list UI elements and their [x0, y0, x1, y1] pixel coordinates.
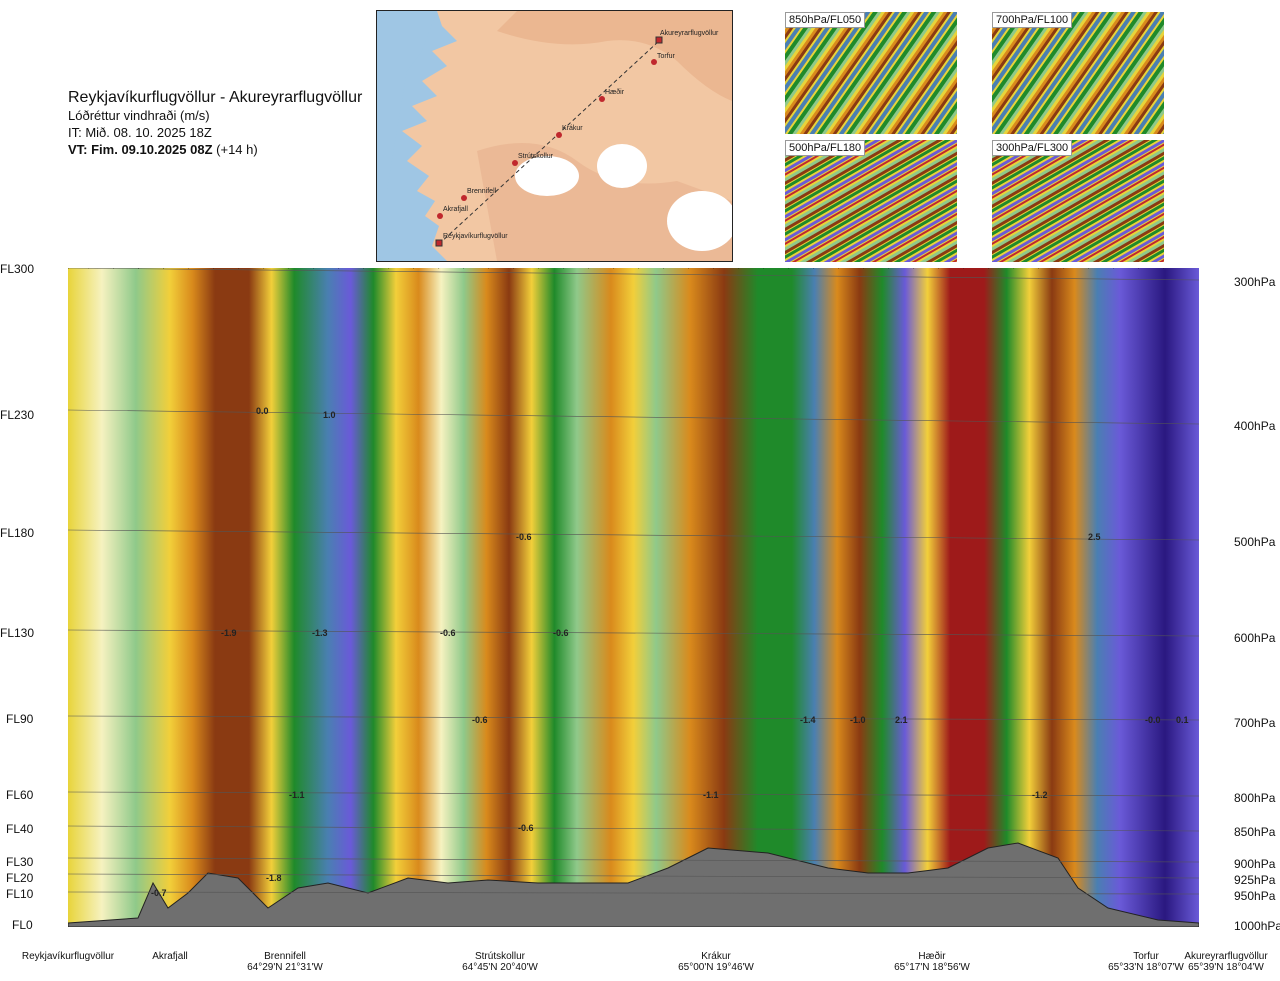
contour-label: -0.7 [151, 888, 167, 898]
map-label-strutskollur: Strútskollur [518, 153, 554, 160]
station-coord: 65°39'N 18°04'W [1188, 962, 1264, 973]
map-label-haedir: Hæðir [605, 88, 625, 96]
map-label-krakur: Krákur [562, 125, 583, 132]
map-label-akrafjall: Akrafjall [443, 206, 468, 213]
valid-time: VT: Fim. 09.10.2025 08Z (+14 h) [68, 141, 362, 158]
station-label: Akureyrarflugvöllur 65°39'N 18°04'W [1184, 951, 1267, 973]
station-label: Torfur 65°33'N 18°07'W [1108, 951, 1184, 973]
station-label: Strútskollur 64°45'N 20°40'W [462, 951, 538, 973]
pressure-label: 950hPa [1234, 889, 1276, 903]
parameter-label: Lóðréttur vindhraði (m/s) [68, 108, 210, 123]
thumbnail-label: 300hPa/FL300 [992, 140, 1073, 156]
contour-label: -1.9 [221, 628, 237, 638]
thumbnail-label: 700hPa/FL100 [992, 12, 1073, 28]
cross-section: 0.0 1.0 -1.9 -1.3 -0.6 -0.6 -0.6 -1.1 -0… [67, 261, 1200, 928]
station-name: Brennifell [264, 951, 306, 962]
cross-section-field: 0.0 1.0 -1.9 -1.3 -0.6 -0.6 -0.6 -1.1 -0… [67, 261, 1200, 928]
map-label-akureyri: Akureyrarflugvöllur [660, 30, 719, 37]
station-name: Strútskollur [474, 951, 525, 962]
thumbnail-field [785, 140, 957, 262]
station-label: Akrafjall [152, 951, 188, 962]
header: Reykjavíkurflugvöllur - Akureyrarflugvöl… [68, 89, 362, 158]
contour-label: -0.6 [518, 823, 534, 833]
contour-label: -1.1 [703, 790, 719, 800]
station-label: Krákur 65°00'N 19°46'W [678, 951, 754, 973]
station-label: Brennifell 64°29'N 21°31'W [247, 951, 323, 973]
contour-label: -1.8 [266, 873, 282, 883]
fl-label: FL60 [6, 788, 34, 802]
station-name: Hæðir [918, 951, 946, 962]
map-label-torfur: Torfur [657, 53, 676, 60]
route-map: Akureyrarflugvöllur Torfur Hæðir Krákur … [376, 10, 733, 262]
station-name: Reykjavíkurflugvöllur [21, 951, 115, 962]
fl-label: FL40 [6, 822, 34, 836]
route-map-canvas: Akureyrarflugvöllur Torfur Hæðir Krákur … [377, 11, 732, 261]
fl-label: FL90 [6, 712, 34, 726]
pressure-label: 925hPa [1234, 873, 1276, 887]
thumbnail-850hpa[interactable]: 850hPa/FL050 [785, 12, 957, 134]
pressure-label: 1000hPa [1234, 919, 1280, 933]
station-coord: 65°17'N 18°56'W [894, 962, 970, 973]
contour-label: -1.4 [800, 715, 816, 725]
thumbnail-700hpa[interactable]: 700hPa/FL100 [992, 12, 1164, 134]
pressure-label: 500hPa [1234, 535, 1276, 549]
station-coord: 64°29'N 21°31'W [247, 962, 323, 973]
station-label: Reykjavíkurflugvöllur [22, 951, 114, 962]
pressure-label: 400hPa [1234, 419, 1276, 433]
station-coord: 65°33'N 18°07'W [1108, 962, 1184, 973]
thumbnail-field [992, 12, 1164, 134]
contour-label: -1.0 [850, 715, 866, 725]
pressure-label: 700hPa [1234, 716, 1276, 730]
fl-label: FL300 [0, 262, 35, 276]
contour-label: -1.3 [312, 628, 328, 638]
valid-time-value: VT: Fim. 09.10.2025 08Z [68, 142, 213, 157]
issue-time: IT: Mið. 08. 10. 2025 18Z [68, 125, 212, 140]
station-name: Torfur [1133, 951, 1159, 962]
contour-label: 2.1 [895, 715, 908, 725]
map-label-brennifell: Brennifell [467, 188, 497, 195]
fl-label: FL180 [0, 526, 35, 540]
pressure-label: 300hPa [1234, 275, 1276, 289]
contour-label: -0.6 [440, 628, 456, 638]
thumbnail-label: 500hPa/FL180 [785, 140, 866, 156]
map-label-reykjavik: Reykjavíkurflugvöllur [443, 233, 508, 240]
pressure-label: 900hPa [1234, 857, 1276, 871]
fl-label: FL130 [0, 626, 35, 640]
fl-label: FL30 [6, 855, 34, 869]
contour-label: -0.6 [516, 532, 532, 542]
contour-label: -0.6 [472, 715, 488, 725]
station-coord: 65°00'N 19°46'W [678, 962, 754, 973]
level-lines [67, 267, 1200, 895]
contour-label: -0.6 [553, 628, 569, 638]
station-label: Hæðir 65°17'N 18°56'W [894, 951, 970, 973]
pressure-label: 800hPa [1234, 791, 1276, 805]
thumbnail-500hpa[interactable]: 500hPa/FL180 [785, 140, 957, 262]
vertical-velocity-field [68, 268, 1199, 927]
station-name: Krákur [701, 951, 731, 962]
fl-label: FL0 [12, 918, 33, 932]
station-coord: 64°45'N 20°40'W [462, 962, 538, 973]
thumbnail-field [785, 12, 957, 134]
pressure-label: 850hPa [1234, 825, 1276, 839]
valid-time-offset: (+14 h) [216, 142, 258, 157]
fl-label: FL10 [6, 887, 34, 901]
station-name: Akrafjall [152, 951, 188, 962]
thumbnail-label: 850hPa/FL050 [785, 12, 866, 28]
fl-label: FL20 [6, 871, 34, 885]
route-title: Reykjavíkurflugvöllur - Akureyrarflugvöl… [68, 89, 363, 106]
thumbnail-field [992, 140, 1164, 262]
contour-label: -1.1 [289, 790, 305, 800]
thumbnail-300hpa[interactable]: 300hPa/FL300 [992, 140, 1164, 262]
contour-label: 0.0 [256, 406, 269, 416]
contour-label: 2.5 [1088, 532, 1101, 542]
contour-label: 0.1 [1176, 715, 1189, 725]
terrain-profile [67, 842, 1200, 928]
contour-label: -0.0 [1145, 715, 1161, 725]
fl-label: FL230 [0, 408, 35, 422]
pressure-label: 600hPa [1234, 631, 1276, 645]
contour-label: 1.0 [323, 410, 336, 420]
contour-label: -1.2 [1032, 790, 1048, 800]
station-name: Akureyrarflugvöllur [1184, 951, 1268, 962]
